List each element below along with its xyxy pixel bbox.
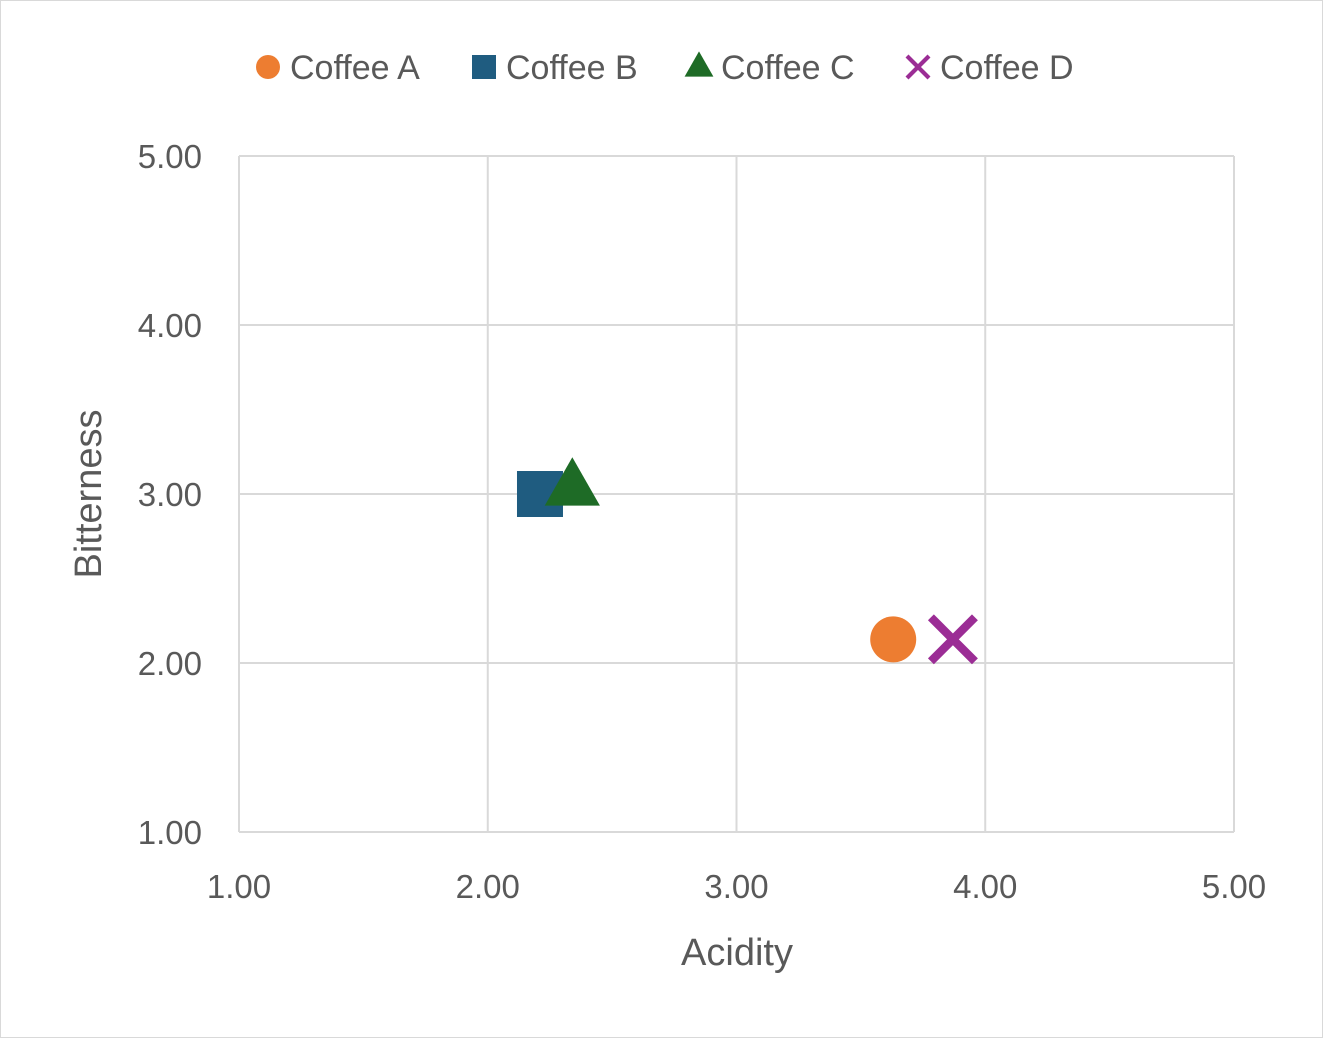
legend-marker-coffee-d — [905, 54, 931, 80]
legend-marker-coffee-b — [472, 55, 496, 79]
legend-label: Coffee C — [721, 49, 855, 87]
x-tick-label: 5.00 — [1202, 868, 1266, 905]
x-tick-labels: 1.00 2.00 3.00 4.00 5.00 — [207, 868, 1266, 905]
x-tick-label: 2.00 — [456, 868, 520, 905]
x-axis-title: Acidity — [681, 932, 793, 974]
y-tick-label: 5.00 — [138, 138, 202, 175]
legend-label: Coffee A — [290, 49, 420, 87]
legend-label: Coffee D — [940, 49, 1074, 87]
legend-label: Coffee B — [506, 49, 638, 87]
y-tick-label: 2.00 — [138, 645, 202, 682]
point-coffee-c — [544, 457, 600, 506]
y-axis-title: Bitterness — [68, 410, 110, 579]
point-coffee-a — [870, 616, 917, 663]
legend-marker-coffee-c — [684, 51, 714, 77]
y-tick-label: 3.00 — [138, 476, 202, 513]
y-tick-label: 1.00 — [138, 814, 202, 851]
x-tick-label: 1.00 — [207, 868, 271, 905]
gridlines — [238, 155, 1235, 833]
y-tick-label: 4.00 — [138, 307, 202, 344]
x-tick-label: 4.00 — [953, 868, 1017, 905]
y-tick-labels: 1.00 2.00 3.00 4.00 5.00 — [138, 138, 202, 851]
x-tick-label: 3.00 — [704, 868, 768, 905]
legend-marker-coffee-a — [256, 55, 280, 79]
point-coffee-d — [927, 614, 978, 665]
legend: Coffee A Coffee B Coffee C Coffee D — [256, 49, 1074, 87]
data-points — [516, 457, 978, 665]
